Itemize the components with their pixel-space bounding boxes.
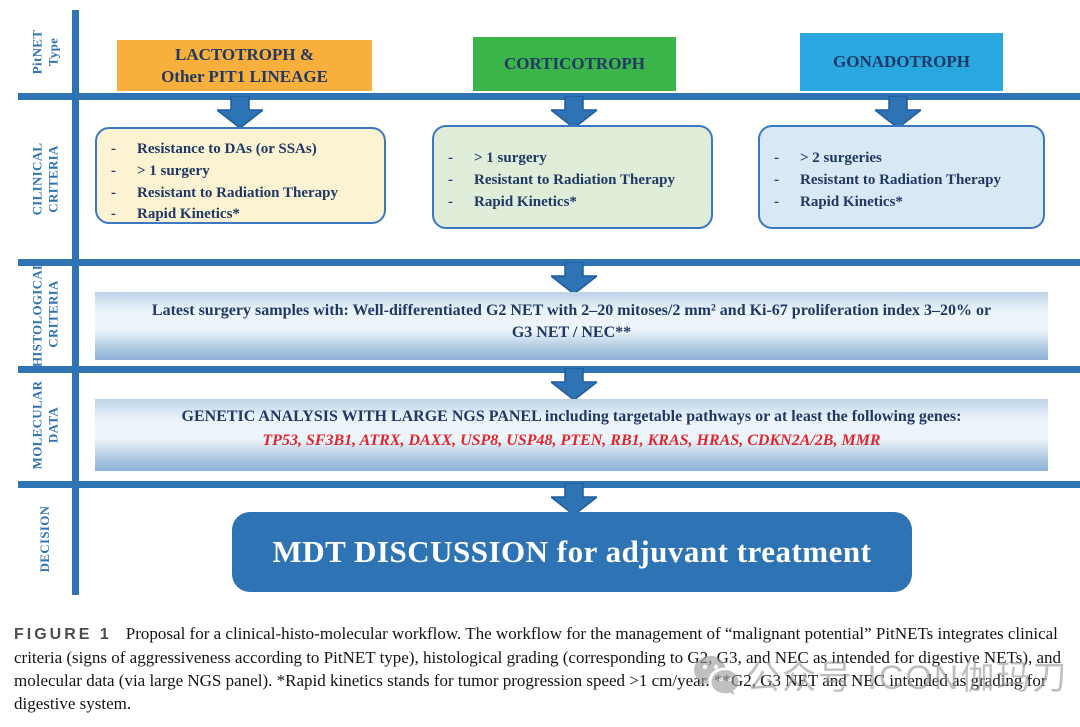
figure-number-label: FIGURE 1 [14,626,112,643]
criteria-item: > 2 surgeries [774,148,1035,170]
down-arrow-icon [551,262,597,294]
down-arrow-icon [217,96,263,128]
row-label-pitnet-type: PitNET Type [29,29,60,75]
histological-criteria-box: Latest surgery samples with: Well-differ… [95,292,1048,360]
criteria-item: > 1 surgery [111,161,376,183]
row-label-clinical-criteria: CILINICAL CRITERIA [29,142,60,216]
criteria-item: Resistant to Radiation Therapy [774,170,1035,192]
row-divider-line [18,481,1080,488]
gene-list: TP53, SF3B1, ATRX, DAXX, USP8, USP48, PT… [262,432,881,449]
row-divider-line [18,366,1080,373]
workflow-figure: PitNET Type CILINICAL CRITERIA HISTOLOGI… [0,0,1080,610]
corticotroph-criteria-box: > 1 surgery Resistant to Radiation Thera… [432,125,713,229]
criteria-item: > 1 surgery [448,148,703,170]
genetic-analysis-headline: GENETIC ANALYSIS WITH LARGE NGS PANEL in… [181,408,962,425]
gonadotroph-criteria-box: > 2 surgeries Resistant to Radiation The… [758,125,1045,229]
vertical-grid-line [72,10,79,595]
down-arrow-icon [551,96,597,128]
down-arrow-icon [551,483,597,515]
criteria-item: Resistant to Radiation Therapy [448,170,703,192]
lactotroph-type-box: LACTOTROPH & Other PIT1 LINEAGE [117,40,372,91]
row-label-decision: DECISION [37,505,53,573]
molecular-data-box: GENETIC ANALYSIS WITH LARGE NGS PANEL in… [95,399,1048,471]
row-label-histological-criteria: HISTOLOGICAL CRITERIA [29,261,60,367]
lactotroph-criteria-box: Resistance to DAs (or SSAs) > 1 surgery … [95,127,386,224]
row-divider-line [18,93,1080,100]
mdt-decision-box: MDT DISCUSSION for adjuvant treatment [232,512,912,592]
criteria-item: Rapid Kinetics* [774,192,1035,214]
criteria-item: Resistance to DAs (or SSAs) [111,139,376,161]
criteria-item: Rapid Kinetics* [448,192,703,214]
gonadotroph-type-box: GONADOTROPH [800,33,1003,91]
corticotroph-type-box: CORTICOTROPH [473,37,676,91]
criteria-item: Resistant to Radiation Therapy [111,183,376,205]
criteria-item: Rapid Kinetics* [111,204,376,226]
row-divider-line [18,259,1080,266]
figure-caption-text: Proposal for a clinical-histo-molecular … [14,624,1062,713]
figure-caption: FIGURE 1 Proposal for a clinical-histo-mo… [14,622,1064,715]
down-arrow-icon [551,368,597,400]
down-arrow-icon [875,96,921,128]
row-label-molecular-data: MOLECULAR DATA [29,380,60,470]
